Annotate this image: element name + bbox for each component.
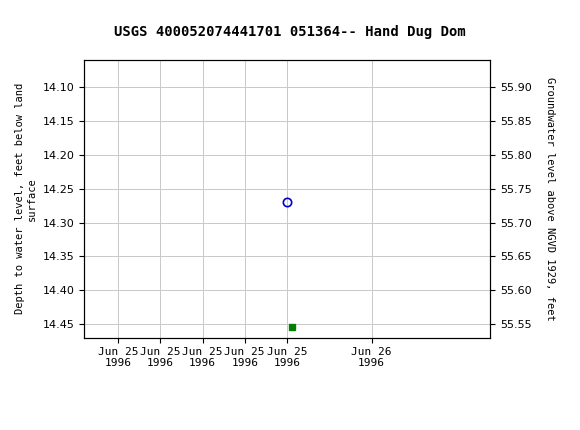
- Legend: Period of approved data: Period of approved data: [181, 427, 393, 430]
- Text: USGS 400052074441701 051364-- Hand Dug Dom: USGS 400052074441701 051364-- Hand Dug D…: [114, 25, 466, 39]
- Text: ≈USGS: ≈USGS: [3, 10, 74, 28]
- Y-axis label: Groundwater level above NGVD 1929, feet: Groundwater level above NGVD 1929, feet: [545, 77, 556, 321]
- Y-axis label: Depth to water level, feet below land
surface: Depth to water level, feet below land su…: [15, 83, 37, 314]
